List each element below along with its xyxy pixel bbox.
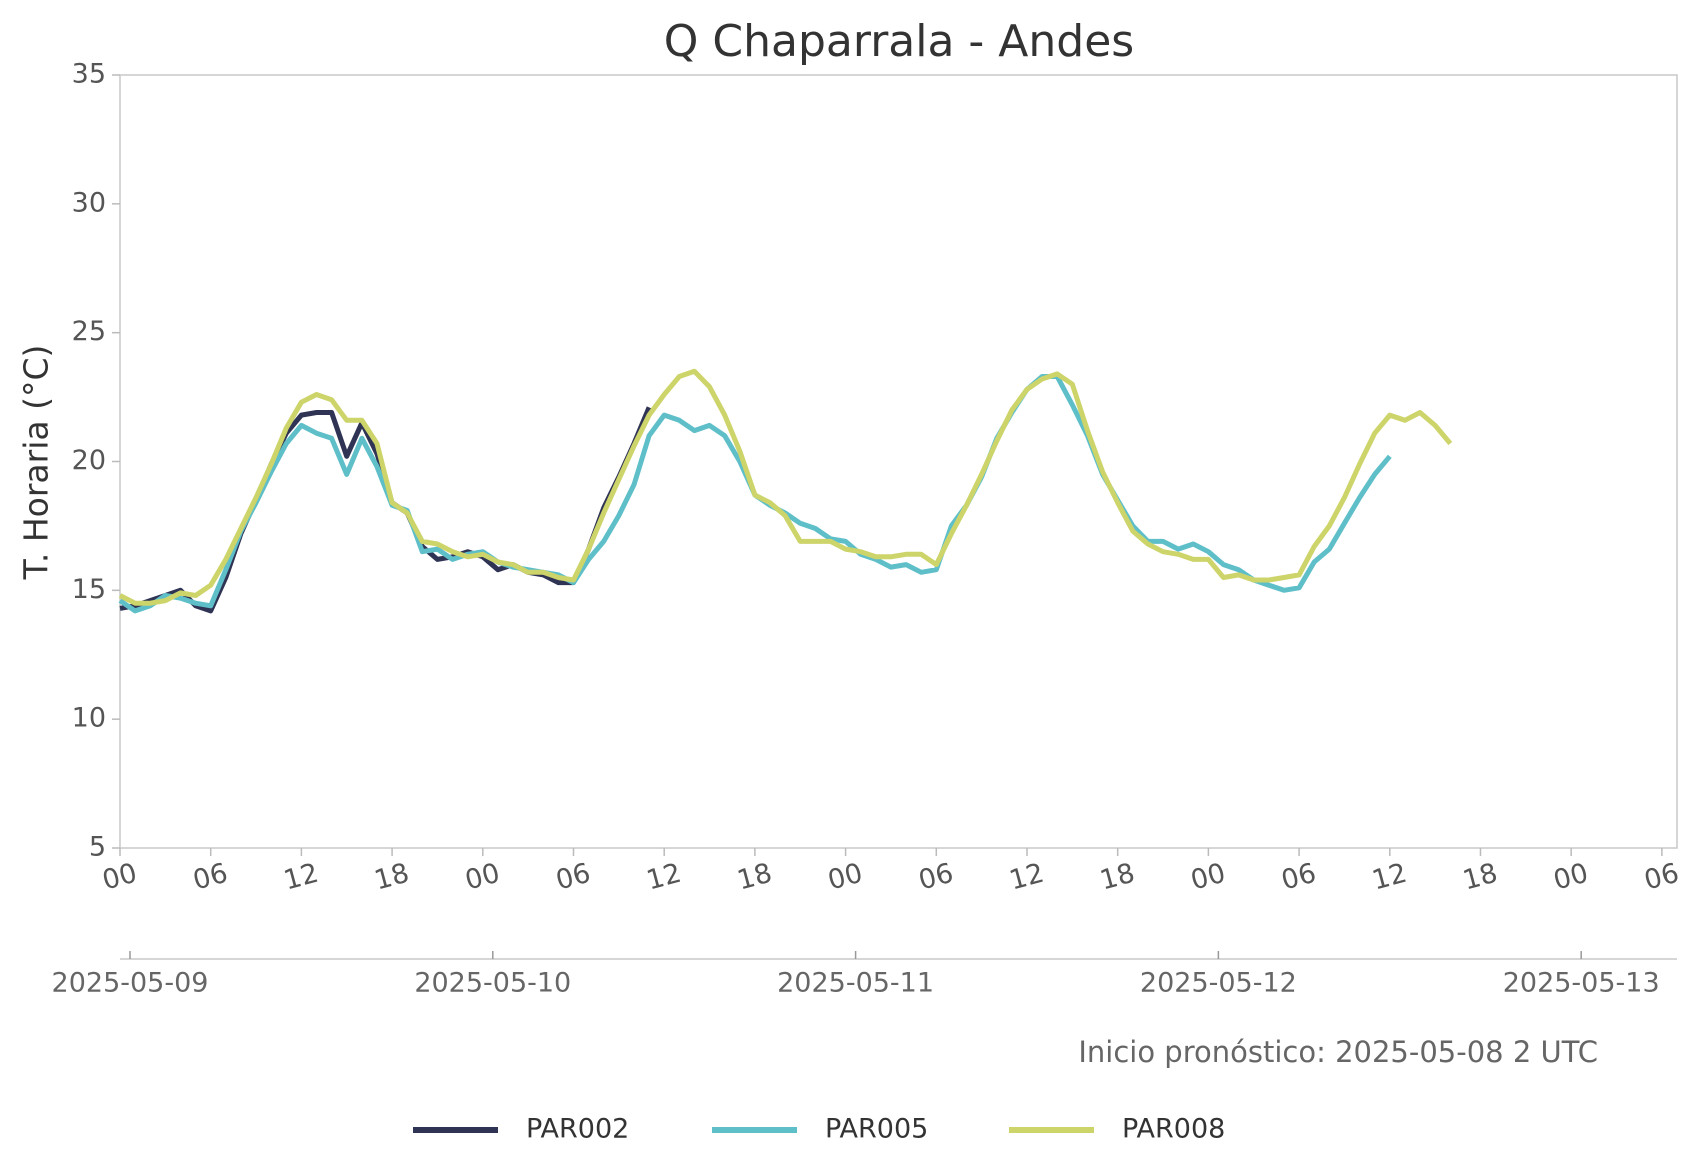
x-tick-label: 00 <box>1550 858 1591 897</box>
x-tick-label: 12 <box>1006 858 1047 897</box>
legend-label: PAR002 <box>526 1114 629 1145</box>
annotation: Inicio pronóstico: 2025-05-08 2 UTC <box>1078 1035 1598 1069</box>
x-tick-label: 06 <box>1278 858 1319 897</box>
x-tick-label: 06 <box>553 858 594 897</box>
y-tick-label: 25 <box>72 316 106 347</box>
legend-label: PAR008 <box>1122 1114 1225 1145</box>
y-tick-label: 35 <box>72 59 106 90</box>
date-tick-label: 2025-05-11 <box>777 968 934 999</box>
date-tick-label: 2025-05-12 <box>1140 968 1297 999</box>
x-tick-label: 18 <box>1097 858 1138 897</box>
date-tick-label: 2025-05-13 <box>1503 968 1660 999</box>
x-tick-label: 18 <box>734 858 775 897</box>
y-tick-label: 5 <box>89 832 106 863</box>
x-tick-label: 12 <box>1369 858 1410 897</box>
y-tick-label: 15 <box>72 574 106 605</box>
x-tick-label: 06 <box>190 858 231 897</box>
date-tick-label: 2025-05-10 <box>414 968 571 999</box>
y-axis-label: T. Horaria (°C) <box>17 345 56 581</box>
x-tick-label: 18 <box>1460 858 1501 897</box>
x-tick-label: 12 <box>643 858 684 897</box>
x-tick-label: 00 <box>99 858 140 897</box>
y-tick-label: 20 <box>72 445 106 476</box>
x-tick-label: 00 <box>1188 858 1229 897</box>
series-line <box>118 368 1453 606</box>
x-tick-label: 12 <box>281 858 322 897</box>
x-tick-label: 06 <box>915 858 956 897</box>
date-tick-label: 2025-05-09 <box>52 968 209 999</box>
chart-title: Q Chaparrala - Andes <box>664 16 1134 67</box>
x-tick-label: 06 <box>1641 858 1682 897</box>
y-tick-label: 30 <box>72 187 106 218</box>
x-tick-label: 18 <box>371 858 412 897</box>
x-tick-label: 00 <box>462 858 503 897</box>
x-tick-label: 00 <box>825 858 866 897</box>
legend-label: PAR005 <box>825 1114 928 1145</box>
y-tick-label: 10 <box>72 703 106 734</box>
